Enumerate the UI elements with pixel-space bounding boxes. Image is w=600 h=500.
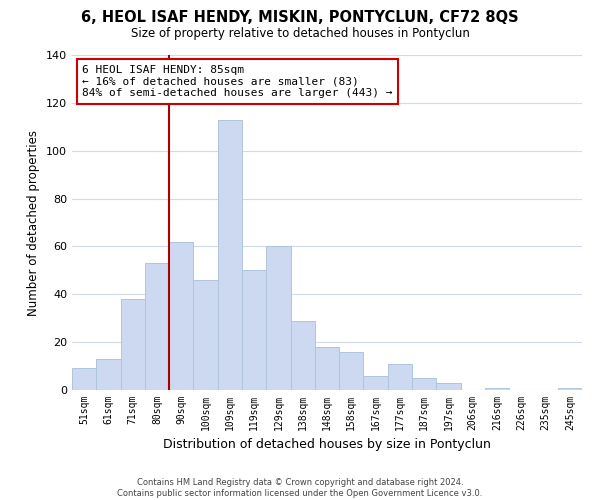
Text: 6 HEOL ISAF HENDY: 85sqm
← 16% of detached houses are smaller (83)
84% of semi-d: 6 HEOL ISAF HENDY: 85sqm ← 16% of detach… bbox=[82, 65, 392, 98]
Bar bbox=[290, 320, 315, 390]
X-axis label: Distribution of detached houses by size in Pontyclun: Distribution of detached houses by size … bbox=[163, 438, 491, 452]
Bar bbox=[72, 368, 96, 390]
Text: Size of property relative to detached houses in Pontyclun: Size of property relative to detached ho… bbox=[131, 28, 469, 40]
Bar bbox=[169, 242, 193, 390]
Bar bbox=[436, 383, 461, 390]
Bar bbox=[364, 376, 388, 390]
Bar bbox=[485, 388, 509, 390]
Bar bbox=[266, 246, 290, 390]
Bar bbox=[412, 378, 436, 390]
Bar bbox=[121, 299, 145, 390]
Bar bbox=[315, 347, 339, 390]
Bar bbox=[96, 359, 121, 390]
Bar bbox=[193, 280, 218, 390]
Bar bbox=[558, 388, 582, 390]
Bar bbox=[218, 120, 242, 390]
Text: 6, HEOL ISAF HENDY, MISKIN, PONTYCLUN, CF72 8QS: 6, HEOL ISAF HENDY, MISKIN, PONTYCLUN, C… bbox=[81, 10, 519, 25]
Y-axis label: Number of detached properties: Number of detached properties bbox=[28, 130, 40, 316]
Text: Contains HM Land Registry data © Crown copyright and database right 2024.
Contai: Contains HM Land Registry data © Crown c… bbox=[118, 478, 482, 498]
Bar bbox=[388, 364, 412, 390]
Bar bbox=[339, 352, 364, 390]
Bar bbox=[242, 270, 266, 390]
Bar bbox=[145, 263, 169, 390]
